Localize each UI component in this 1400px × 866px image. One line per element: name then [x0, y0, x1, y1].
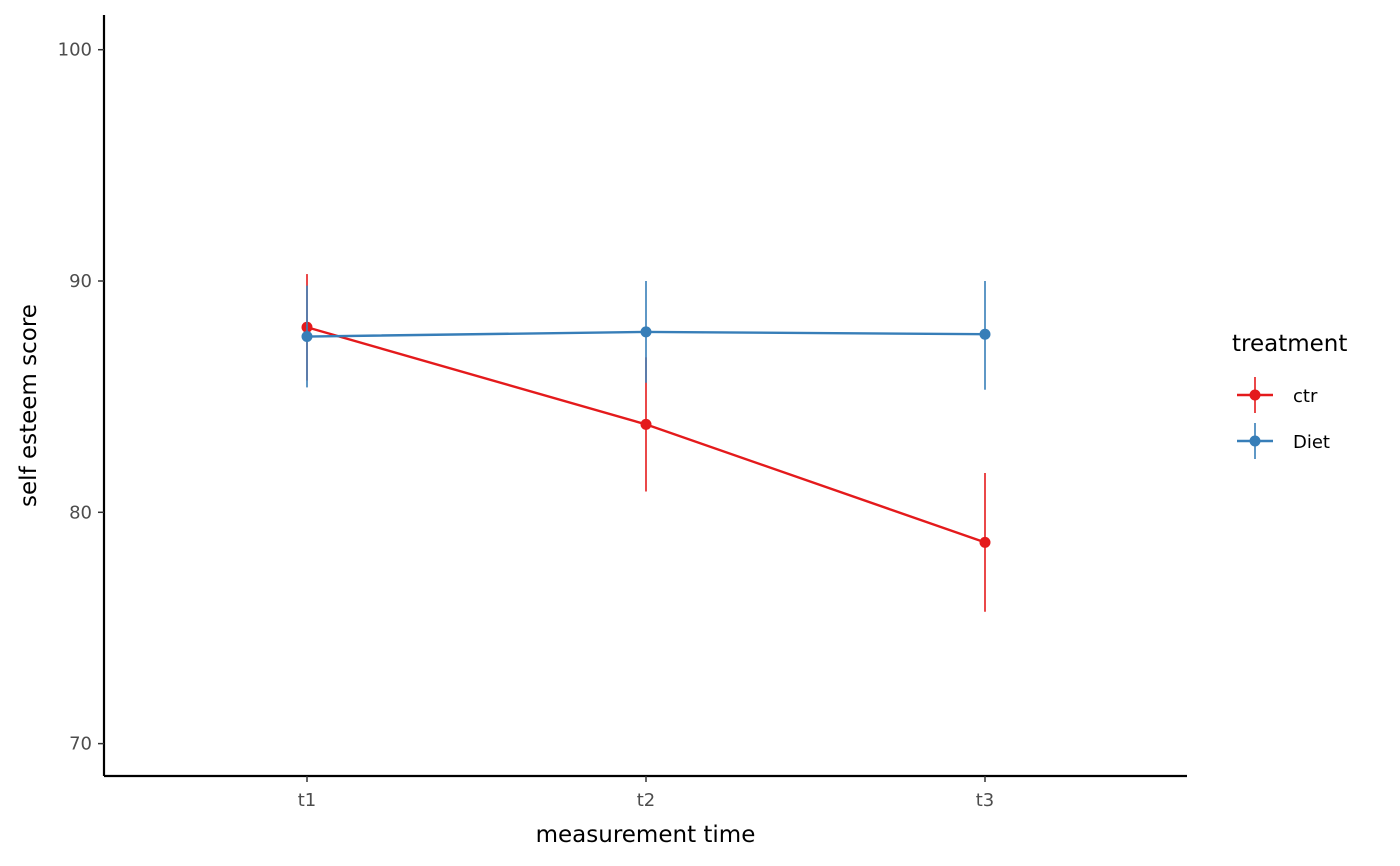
data-point: [979, 536, 991, 548]
legend-marker: [1249, 435, 1261, 447]
x-ticks: t1 t2 t3: [298, 776, 995, 811]
y-tick-label: 90: [69, 271, 92, 292]
data-point: [301, 331, 313, 343]
data-point: [640, 326, 652, 338]
y-axis-title: self esteem score: [16, 304, 42, 507]
y-tick-label: 80: [69, 502, 92, 523]
legend-title: treatment: [1232, 331, 1347, 357]
data-point: [640, 418, 652, 430]
legend-item-ctr: ctr: [1237, 377, 1318, 413]
legend-items: ctr Diet: [1237, 377, 1330, 459]
legend-label: Diet: [1293, 432, 1330, 453]
legend-item-diet: Diet: [1237, 423, 1330, 459]
x-axis-title: measurement time: [536, 822, 756, 848]
series-layer: [301, 274, 991, 612]
data-point: [979, 328, 991, 340]
y-ticks: 70 80 90 100: [58, 40, 104, 755]
legend-marker: [1249, 389, 1261, 401]
legend-label: ctr: [1293, 386, 1318, 407]
y-tick-label: 70: [69, 734, 92, 755]
legend: treatment ctr Diet: [1232, 331, 1347, 459]
x-tick-label: t3: [976, 790, 995, 811]
series-diet: [301, 281, 991, 390]
x-tick-label: t1: [298, 790, 317, 811]
x-tick-label: t2: [637, 790, 656, 811]
y-tick-label: 100: [58, 40, 92, 61]
